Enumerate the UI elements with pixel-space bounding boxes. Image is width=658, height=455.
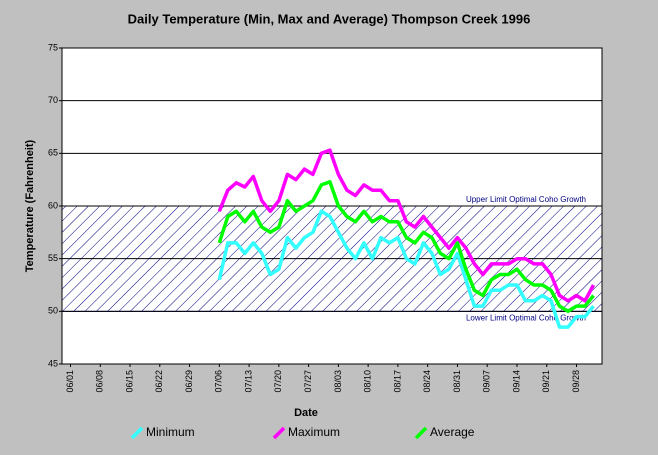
x-tick-label: 08/10 — [363, 370, 373, 393]
series-line — [217, 180, 595, 314]
x-tick-label: 08/24 — [422, 370, 432, 393]
x-axis-label: Date — [294, 407, 318, 419]
x-tick-label: 06/08 — [95, 370, 105, 393]
y-tick-label: 75 — [48, 42, 58, 52]
x-tick-label: 08/17 — [392, 370, 402, 393]
y-tick-label: 60 — [48, 200, 58, 210]
legend-swatch — [414, 426, 428, 440]
y-tick-label: 45 — [48, 358, 58, 368]
x-tick-label: 08/03 — [333, 370, 343, 393]
x-tick-label: 06/01 — [65, 370, 75, 393]
plot-border — [61, 47, 603, 365]
y-tick-label: 50 — [48, 306, 58, 316]
x-tick-label: 09/28 — [571, 370, 581, 393]
legend-label: Maximum — [288, 425, 340, 439]
legend-swatch — [130, 426, 144, 440]
x-tick-label: 06/29 — [184, 370, 194, 393]
y-tick-label: 65 — [48, 148, 58, 158]
legend-label: Minimum — [146, 425, 195, 439]
x-tick-label: 09/07 — [482, 370, 492, 393]
x-tick-label: 08/31 — [452, 370, 462, 393]
annotation: Lower Limit Optimal Coho Growth — [466, 313, 586, 322]
series-line — [217, 209, 595, 329]
annotation: Upper Limit Optimal Coho Growth — [466, 195, 586, 204]
x-tick-label: 07/20 — [273, 370, 283, 393]
y-tick-label: 70 — [48, 95, 58, 105]
y-axis-label: Temperature (Fahrenheit) — [24, 139, 36, 272]
y-tick-label: 55 — [48, 253, 58, 263]
series-line — [217, 148, 596, 303]
chart-title: Daily Temperature (Min, Max and Average)… — [128, 11, 531, 26]
x-tick-label: 07/06 — [214, 370, 224, 393]
x-tick-label: 09/14 — [511, 370, 521, 393]
legend-label: Average — [430, 425, 475, 439]
x-tick-label: 07/13 — [243, 370, 253, 393]
x-tick-label: 06/15 — [124, 370, 134, 393]
x-tick-label: 07/27 — [303, 370, 313, 393]
x-tick-label: 09/21 — [541, 370, 551, 393]
legend-swatch — [272, 426, 286, 440]
x-tick-label: 06/22 — [154, 370, 164, 393]
